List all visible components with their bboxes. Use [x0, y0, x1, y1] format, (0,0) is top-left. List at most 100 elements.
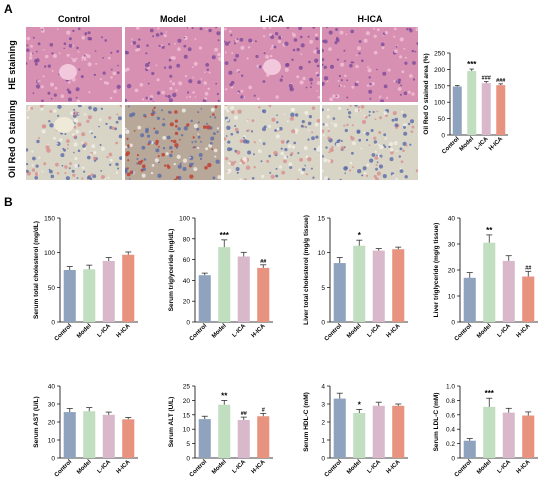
significance-marker: ###	[482, 76, 491, 82]
bar-control	[452, 86, 462, 135]
category-label: H-ICA	[488, 136, 504, 152]
column-header-control: Control	[58, 14, 90, 24]
y-axis-label: Serum AST (U/L)	[33, 396, 40, 447]
bar-h-ica	[496, 85, 506, 135]
category-label: Model	[476, 459, 493, 476]
micrograph-he-h-ica	[322, 27, 418, 102]
significance-marker: ##	[525, 265, 531, 271]
y-axis-label: Serum triglyceride (mg/dL)	[168, 229, 175, 312]
y-tick-label: 10	[183, 427, 191, 434]
bar-control	[63, 412, 76, 458]
category-label: H-ICA	[516, 459, 532, 475]
y-tick-label: 20	[48, 420, 56, 427]
bar-model	[483, 406, 496, 458]
category-label: Control	[324, 323, 344, 343]
category-label: Model	[476, 323, 493, 340]
bar-l-ica	[372, 250, 385, 322]
significance-marker: **	[486, 226, 493, 235]
y-tick-label: 0.2	[446, 441, 455, 448]
micrograph-oil-red-o-h-ica	[322, 105, 418, 180]
bar-chart-5: 0 10 20 30 40 Serum AST (U/L) Control Model L-IC…	[33, 384, 138, 479]
category-label: Control	[324, 459, 344, 479]
category-label: H-ICA	[386, 459, 402, 475]
category-label: Control	[189, 459, 209, 479]
bar-chart-0: 0 50 100 150 200 250 Oil Red O stained area (%…	[423, 51, 508, 155]
category-label: Model	[76, 459, 93, 476]
bar-model	[483, 242, 496, 322]
significance-marker: ##	[241, 411, 247, 417]
bar-h-ica	[257, 416, 270, 458]
column-header-model: Model	[160, 14, 186, 24]
category-label: Model	[459, 136, 476, 153]
bar-model	[83, 411, 96, 458]
bar-h-ica	[122, 254, 135, 322]
bar-control	[333, 398, 346, 458]
y-tick-label: 40	[183, 278, 191, 285]
column-header-h-ica: H-ICA	[357, 14, 383, 24]
y-tick-label: 200	[434, 67, 445, 74]
y-tick-label: 0	[441, 133, 445, 140]
bar-model	[218, 404, 231, 458]
category-label: L-ICA	[232, 459, 248, 475]
bar-h-ica	[522, 276, 535, 322]
category-label: H-ICA	[116, 459, 132, 475]
bar-chart-3: 0 5 10 15 Liver total cholesterol (mg/g tiss…	[303, 215, 408, 343]
category-label: L-ICA	[97, 323, 113, 339]
bar-l-ica	[102, 260, 115, 322]
category-label: H-ICA	[516, 323, 532, 339]
y-tick-label: 150	[434, 83, 445, 90]
panel-letter-a: A	[4, 2, 13, 16]
y-tick-label: 10	[448, 294, 456, 301]
bar-l-ica	[502, 412, 515, 458]
bar-control	[463, 440, 476, 458]
significance-marker: ###	[496, 78, 505, 84]
category-label: H-ICA	[116, 323, 132, 339]
y-axis-label: Serum total cholesterol (mg/dL)	[33, 221, 40, 319]
y-tick-label: 30	[448, 242, 456, 249]
bar-model	[83, 269, 96, 322]
y-tick-label: 2	[321, 420, 325, 427]
y-tick-label: 40	[448, 216, 456, 223]
y-tick-label: 50	[48, 285, 56, 292]
y-tick-label: 0.8	[446, 398, 455, 405]
y-tick-label: 20	[183, 299, 191, 306]
y-tick-label: 0.6	[446, 412, 455, 419]
y-tick-label: 80	[183, 236, 191, 243]
significance-marker: ***	[485, 389, 495, 398]
y-tick-label: 0	[51, 320, 55, 327]
bar-control	[198, 419, 211, 458]
significance-marker: *	[358, 231, 362, 240]
y-tick-label: 5	[321, 285, 325, 292]
y-tick-label: 0	[321, 456, 325, 463]
significance-marker: *	[358, 400, 362, 409]
category-label: Control	[189, 323, 209, 343]
bar-h-ica	[392, 249, 405, 322]
bar-control	[63, 270, 76, 322]
y-axis-label: Liver total cholesterol (mg/g tissue)	[303, 215, 310, 325]
category-label: H-ICA	[386, 323, 402, 339]
bar-control	[463, 277, 476, 322]
category-label: Control	[454, 323, 474, 343]
y-tick-label: 0.4	[446, 427, 455, 434]
column-header-l-ica: L-ICA	[260, 14, 284, 24]
bar-h-ica	[122, 419, 135, 458]
y-tick-label: 15	[318, 216, 326, 223]
micrograph-oil-red-o-control	[26, 105, 122, 180]
y-tick-label: 40	[48, 384, 56, 391]
y-tick-label: 0	[321, 320, 325, 327]
y-tick-label: 0	[186, 320, 190, 327]
y-axis-label: Serum HDL-C (mM)	[303, 392, 310, 452]
y-tick-label: 150	[44, 216, 55, 223]
y-tick-label: 60	[183, 257, 191, 264]
y-tick-label: 10	[48, 438, 56, 445]
y-tick-label: 4	[321, 384, 325, 391]
bar-chart-8: 0 0.2 0.4 0.6 0.8 1.0 Serum LDL-C (mM) Control *…	[433, 384, 538, 478]
bar-chart-6: 0 5 10 15 20 25 Serum ALT (U/L) Control ** Model #…	[168, 384, 273, 479]
y-tick-label: 15	[183, 412, 191, 419]
category-label: Control	[54, 323, 74, 343]
bar-h-ica	[257, 267, 270, 322]
bar-l-ica	[481, 83, 491, 135]
y-tick-label: 100	[179, 216, 190, 223]
category-label: Control	[54, 459, 74, 479]
y-tick-label: 0	[451, 456, 455, 463]
